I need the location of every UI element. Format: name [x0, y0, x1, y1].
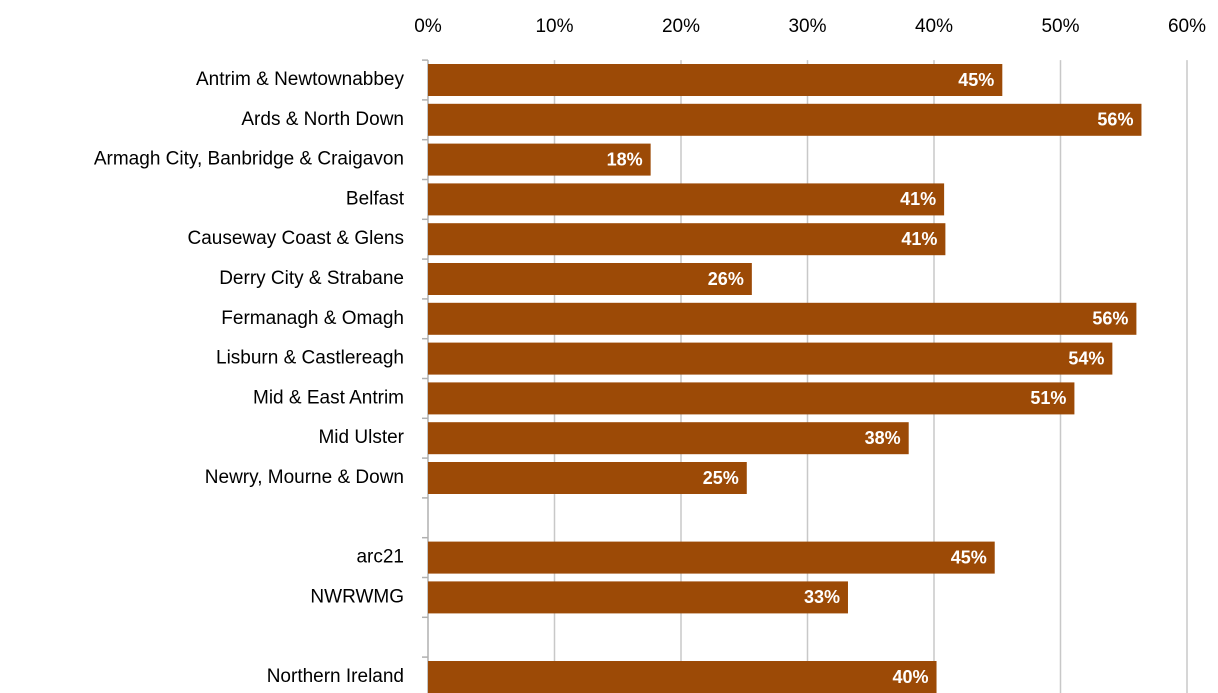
y-tick-label: Causeway Coast & Glens — [188, 228, 405, 249]
data-label: 54% — [1068, 348, 1104, 368]
data-label: 45% — [951, 547, 987, 567]
y-tick-label: NWRWMG — [310, 586, 404, 607]
data-label: 33% — [804, 587, 840, 607]
data-label: 45% — [958, 70, 994, 90]
x-tick-label: 30% — [788, 16, 826, 37]
bar — [428, 103, 1142, 136]
y-tick-label: Armagh City, Banbridge & Craigavon — [94, 149, 404, 170]
y-tick-label: Northern Ireland — [267, 666, 404, 687]
bar — [428, 661, 937, 693]
y-tick-label: Lisburn & Castlereagh — [216, 348, 404, 369]
y-tick-label: Ards & North Down — [241, 109, 404, 130]
bar — [428, 462, 747, 494]
x-tick-label: 10% — [535, 16, 573, 37]
bar — [428, 581, 848, 614]
bar — [428, 382, 1075, 415]
bar — [428, 223, 946, 256]
x-tick-label: 40% — [915, 16, 953, 37]
data-label: 25% — [703, 468, 739, 488]
y-tick-label: arc21 — [356, 547, 404, 568]
y-tick-label: Antrim & Newtownabbey — [196, 69, 405, 90]
x-tick-label: 60% — [1168, 16, 1206, 37]
x-tick-label: 20% — [662, 16, 700, 37]
bar — [428, 302, 1137, 335]
data-label: 56% — [1097, 110, 1133, 130]
bar — [428, 342, 1113, 375]
data-label: 40% — [892, 667, 928, 687]
data-label: 51% — [1030, 388, 1066, 408]
bar — [428, 143, 651, 176]
y-tick-label: Derry City & Strabane — [219, 268, 404, 289]
data-label: 56% — [1092, 309, 1128, 329]
y-tick-label: Newry, Mourne & Down — [205, 467, 404, 488]
data-label: 26% — [708, 269, 744, 289]
bar — [428, 183, 945, 216]
data-label: 41% — [901, 229, 937, 249]
data-label: 38% — [865, 428, 901, 448]
data-label: 41% — [900, 189, 936, 209]
y-tick-label: Mid & East Antrim — [253, 387, 404, 408]
y-tick-label: Fermanagh & Omagh — [221, 308, 404, 329]
bar — [428, 422, 909, 455]
y-tick-label: Belfast — [346, 188, 405, 209]
y-tick-label: Mid Ulster — [318, 427, 404, 448]
x-tick-label: 50% — [1041, 16, 1079, 37]
x-tick-label: 0% — [414, 16, 442, 37]
bar — [428, 64, 1003, 96]
data-label: 18% — [607, 149, 643, 169]
bar — [428, 541, 995, 574]
bar — [428, 263, 752, 295]
